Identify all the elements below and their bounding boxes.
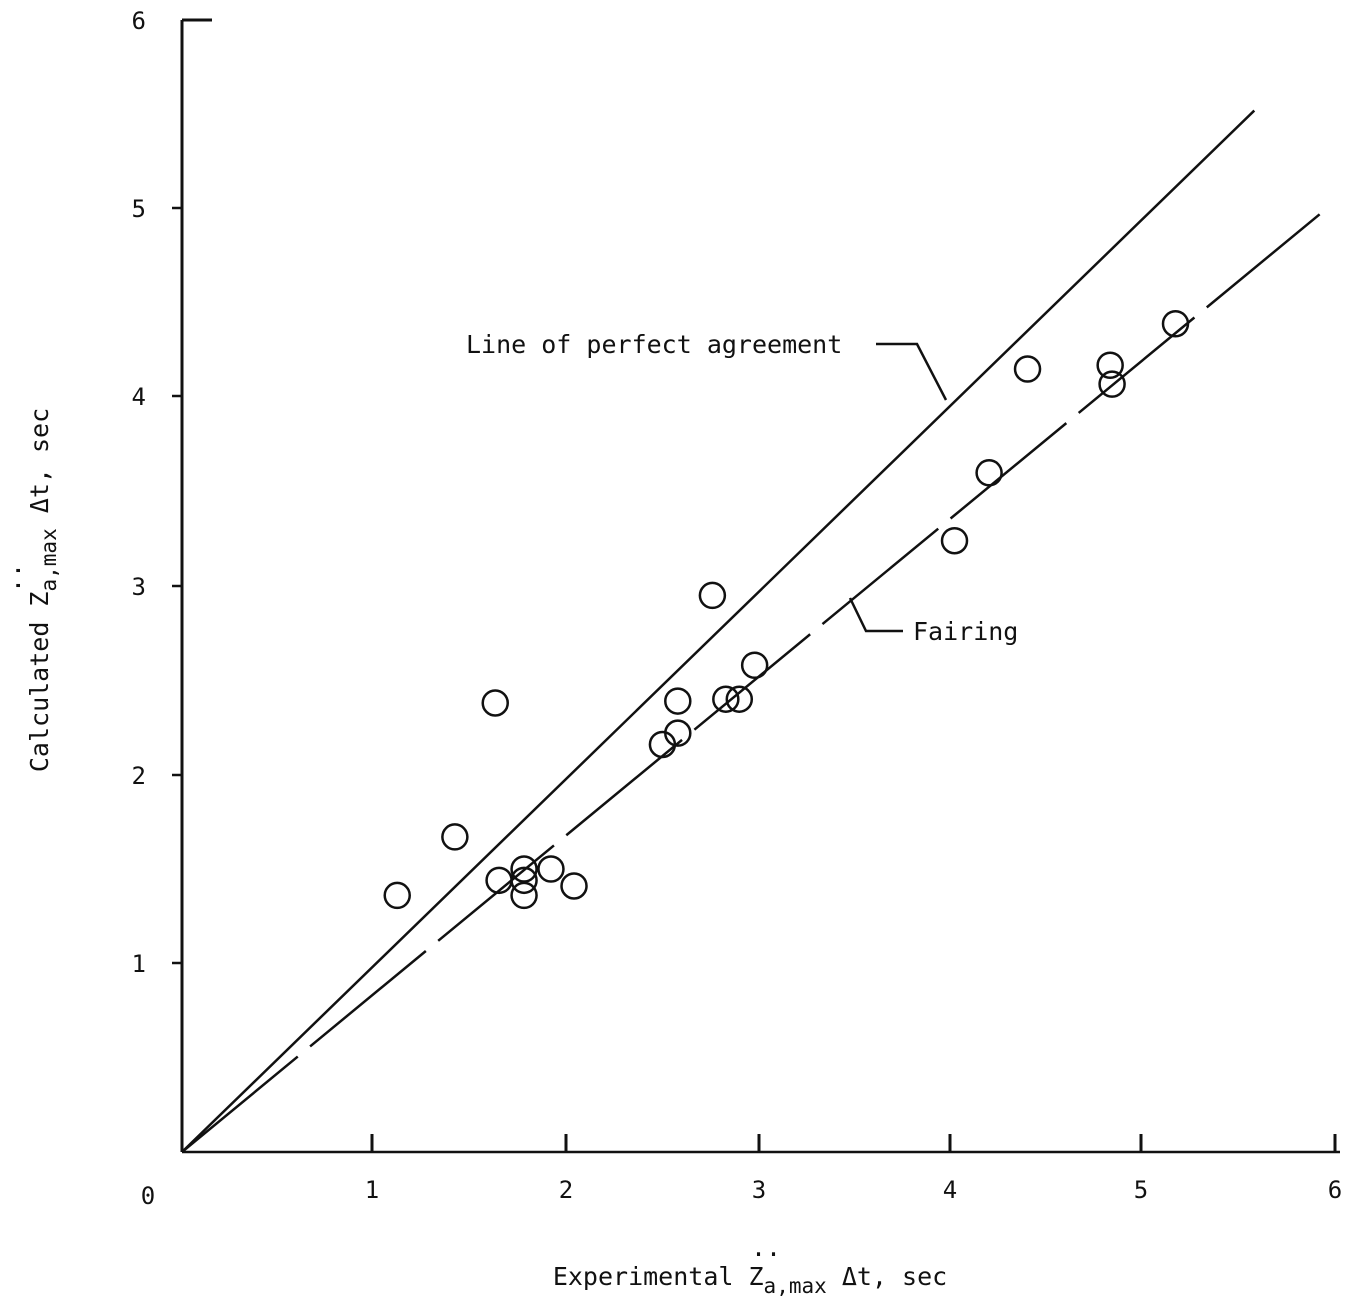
svg-text:Fairing: Fairing [913, 617, 1018, 646]
fit-lines [181, 109, 1321, 1153]
y-tick-label: 6 [132, 7, 146, 35]
annotation-perfect-agreement: Line of perfect agreement [466, 330, 948, 401]
origin-label: 0 [141, 1182, 155, 1210]
x-tick-label: 6 [1328, 1176, 1342, 1204]
data-point [510, 881, 538, 910]
x-tick-label: 4 [943, 1176, 957, 1204]
x-axis-title-dots: .. [751, 1233, 781, 1262]
y-ticks: 1 2 3 4 5 6 [132, 7, 182, 978]
data-point [740, 651, 769, 679]
data-points [383, 310, 1190, 910]
data-point [537, 855, 565, 883]
svg-text:Line of perfect agreement: Line of perfect agreement [466, 330, 842, 359]
fairing-line [181, 213, 1321, 1153]
y-axis-title: Calculated Za,max Δt, sec [25, 408, 61, 772]
annotation-fairing-leader [848, 597, 903, 633]
data-point [664, 687, 692, 715]
data-point [510, 855, 538, 883]
y-tick-label: 1 [132, 950, 146, 978]
perfect-agreement-line [181, 109, 1256, 1153]
data-point [698, 581, 727, 610]
data-point [481, 689, 509, 717]
x-tick-label: 2 [559, 1176, 573, 1204]
data-point [1013, 355, 1042, 383]
data-point [383, 881, 411, 910]
data-point [975, 459, 1003, 487]
x-tick-label: 1 [365, 1176, 379, 1204]
x-tick-label: 3 [752, 1176, 766, 1204]
data-point [1098, 370, 1126, 398]
y-axis-title-dots: .. [0, 563, 26, 593]
data-point [1096, 351, 1124, 380]
data-point [712, 685, 740, 713]
data-point [664, 719, 692, 747]
x-ticks: 1 2 3 4 5 6 [365, 1134, 1342, 1204]
data-point [1161, 310, 1190, 338]
annotation-fairing: Fairing [848, 597, 1018, 646]
y-tick-label: 3 [132, 573, 146, 601]
data-point [725, 685, 754, 713]
y-tick-label: 4 [132, 383, 146, 411]
annotation-perfect-agreement-leader [876, 342, 948, 401]
data-point [441, 823, 469, 851]
data-point [510, 866, 538, 895]
y-tick-label: 2 [132, 762, 146, 790]
data-point [560, 872, 588, 900]
y-tick-label: 5 [132, 195, 146, 223]
x-axis-title: Experimental Za,max Δt, sec [553, 1262, 947, 1298]
x-tick-label: 5 [1134, 1176, 1148, 1204]
data-point [940, 526, 969, 555]
